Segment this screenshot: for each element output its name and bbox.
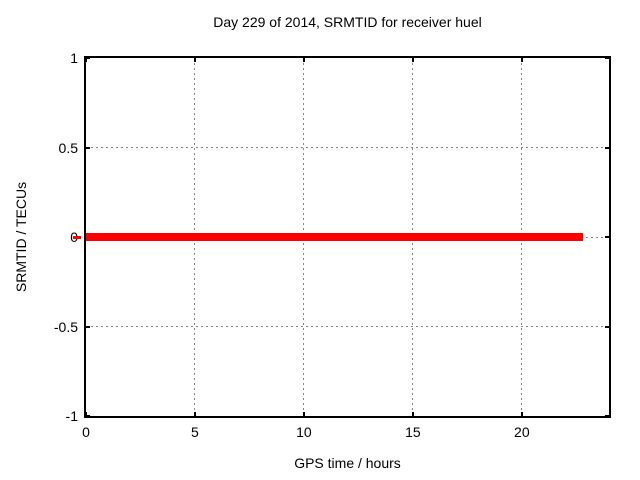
y-tick-mark-left <box>86 415 90 417</box>
grid-line-horizontal <box>86 147 609 148</box>
x-tick-mark-bottom <box>85 412 87 416</box>
x-tick-label: 15 <box>405 424 421 440</box>
y-tick-label: 0.5 <box>58 139 78 156</box>
x-tick-mark-top <box>411 58 414 62</box>
x-axis-label: GPS time / hours <box>294 455 401 471</box>
x-tick-mark-top <box>85 58 87 62</box>
y-tick-mark-right <box>605 415 609 417</box>
x-tick-label: 20 <box>514 424 530 440</box>
y-tick-mark-right <box>605 325 609 328</box>
chart-title: Day 229 of 2014, SRMTID for receiver hue… <box>213 14 482 30</box>
x-tick-mark-bottom <box>411 412 414 416</box>
y-tick-mark-right <box>605 57 609 59</box>
x-tick-label: 10 <box>296 424 312 440</box>
y-tick-mark-left <box>86 146 90 149</box>
y-tick-mark-left <box>86 325 90 328</box>
x-tick-mark-top <box>520 58 523 62</box>
x-tick-label: 5 <box>191 424 199 440</box>
x-tick-label: 0 <box>82 424 90 440</box>
y-tick-label: -1 <box>65 408 78 424</box>
y-tick-mark-right <box>605 236 609 238</box>
x-tick-mark-bottom <box>520 412 523 416</box>
x-tick-mark-top <box>302 58 305 62</box>
y-tick-mark-right <box>605 146 609 149</box>
y-tick-label: 0 <box>26 229 78 245</box>
x-tick-mark-bottom <box>193 412 196 416</box>
y-tick-label: 1 <box>70 50 78 66</box>
grid-line-horizontal <box>86 326 609 327</box>
x-tick-mark-top <box>193 58 196 62</box>
y-tick-mark-left <box>86 57 90 59</box>
y-tick-label: -0.5 <box>53 318 78 335</box>
x-tick-mark-bottom <box>302 412 305 416</box>
zero-tick-red-dash <box>73 235 81 239</box>
data-series-line <box>86 233 583 241</box>
